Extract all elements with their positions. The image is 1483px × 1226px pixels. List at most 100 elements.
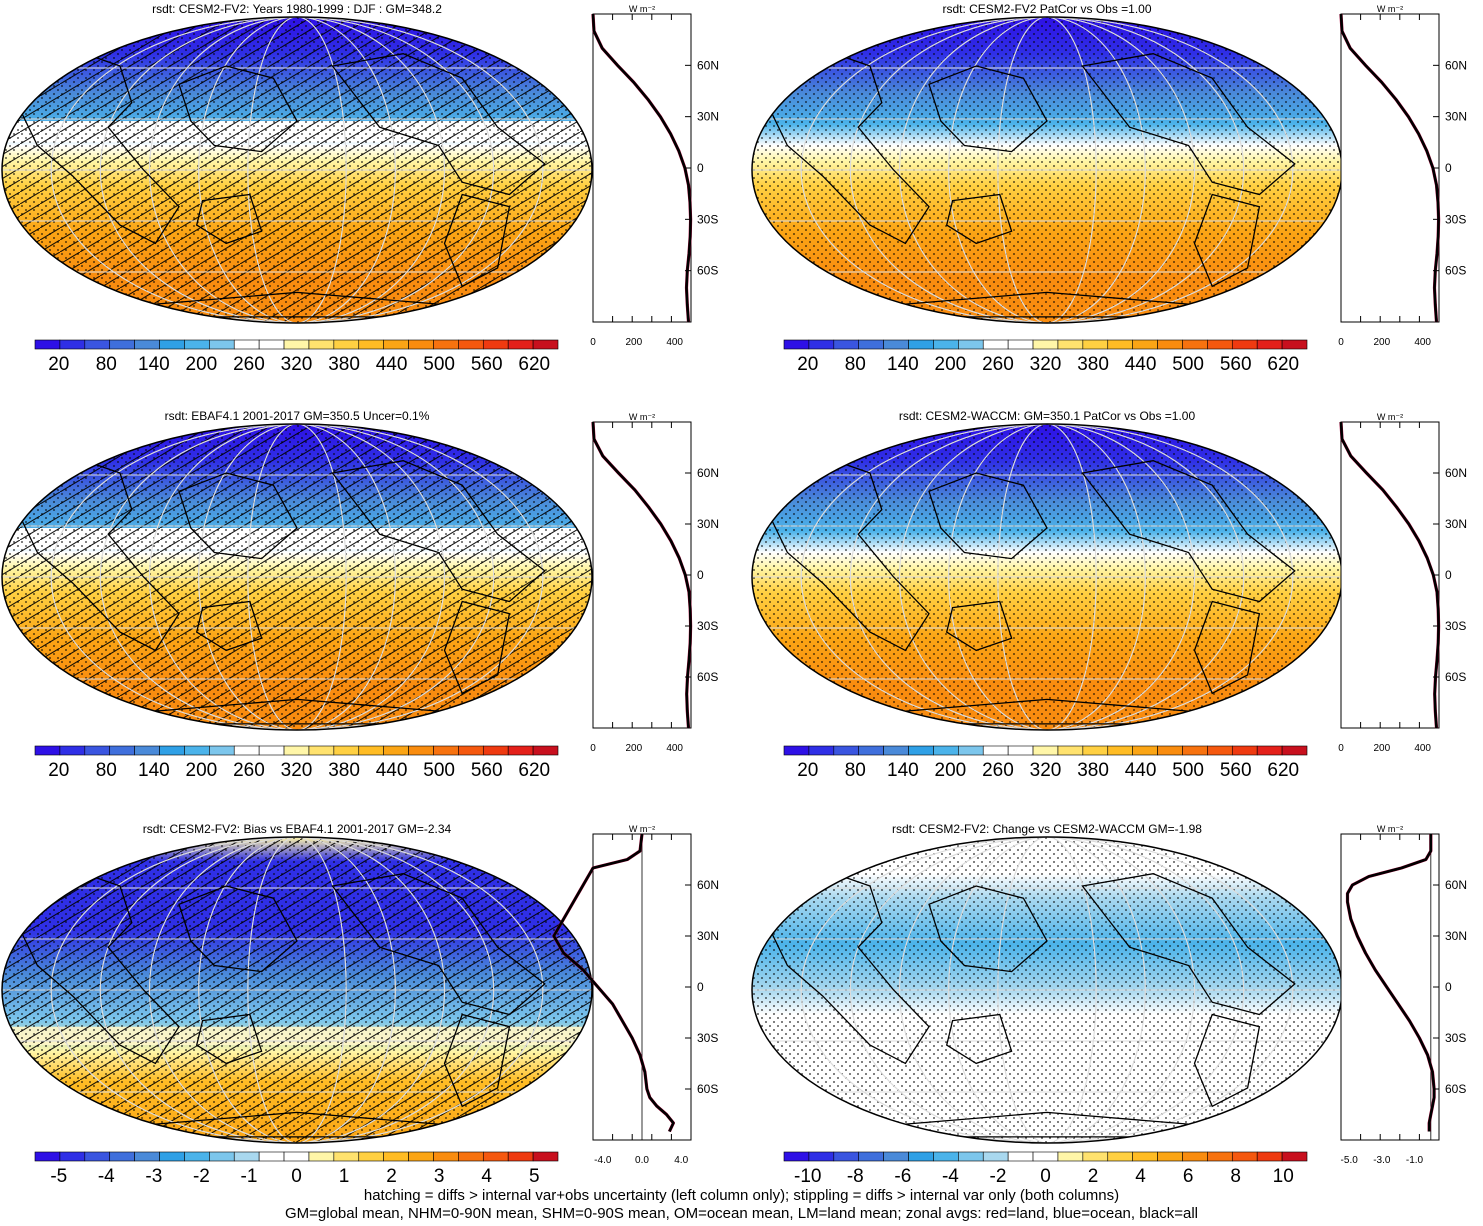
- colorbar-swatch: [109, 339, 135, 350]
- colorbar-swatch: [933, 339, 959, 350]
- colorbar-swatch: [458, 339, 484, 350]
- colorbar-tick-label: 200: [186, 760, 218, 781]
- graticule-lon: [899, 17, 1195, 323]
- colorbar-swatch: [1157, 1151, 1183, 1162]
- colorbar-swatch: [109, 1151, 135, 1162]
- continent-outline: [1081, 873, 1296, 1016]
- graticule-lon: [997, 837, 1097, 1143]
- colorbar-swatch: [1231, 745, 1258, 756]
- profile-x-label: 200: [625, 743, 642, 754]
- colorbar-swatch: [59, 1151, 86, 1162]
- colorbar-swatch: [783, 1151, 810, 1162]
- colorbar-2: 20 80 140 200 260 320 380 440 500 560 620: [783, 339, 1308, 375]
- colorbar-swatch: [783, 339, 810, 350]
- colorbar-swatch: [1107, 745, 1133, 756]
- colorbar-tick-label: 0: [1040, 1166, 1051, 1187]
- colorbar-swatch: [408, 1151, 434, 1162]
- footer-line-1: hatching = diffs > internal var+obs unce…: [363, 1187, 1120, 1204]
- colorbar-3: 20 80 140 200 260 320 380 440 500 560 620: [34, 745, 559, 781]
- graticule-lon: [198, 837, 396, 1143]
- colorbar-swatch: [1207, 1151, 1233, 1162]
- continent-outline: [195, 600, 263, 652]
- colorbar-swatch: [908, 1151, 934, 1162]
- colorbar-swatch: [209, 745, 235, 756]
- colorbar-swatch: [358, 1151, 384, 1162]
- continent-outline: [768, 873, 930, 1065]
- colorbar-swatch: [1182, 1151, 1208, 1162]
- colorbar-swatch: [333, 745, 360, 756]
- colorbar-swatch: [1082, 339, 1109, 350]
- colorbar-tick-label: 260: [982, 760, 1014, 781]
- colorbar-swatch: [358, 745, 384, 756]
- colorbar-swatch: [84, 339, 111, 350]
- colorbar-swatch: [982, 1151, 1009, 1162]
- zonal-profile-5: 60N 30N 0 30S 60S -4.0 0.0 4.0 W m⁻²: [552, 824, 719, 1166]
- profile-lat-label: 0: [1445, 161, 1452, 175]
- graticule-lon: [50, 424, 544, 730]
- colorbar-tick-label: 200: [935, 760, 967, 781]
- profile-curve-all: [1346, 834, 1436, 1132]
- graticule-lon: [849, 17, 1245, 323]
- colorbar-swatch: [433, 1151, 459, 1162]
- profile-lat-label: 0: [697, 980, 704, 994]
- profile-frame: [592, 421, 692, 729]
- colorbar-swatch: [808, 745, 835, 756]
- colorbar-swatch: [532, 339, 559, 350]
- graticule-lon: [247, 424, 347, 730]
- colorbar-tick-label: 2: [386, 1166, 397, 1187]
- map-panel-3: rsdt: EBAF4.1 2001-2017 GM=350.5 Uncer=0…: [1, 409, 593, 731]
- colorbar-swatch: [184, 745, 210, 756]
- colorbar-swatch: [134, 339, 160, 350]
- map-panel-4: rsdt: CESM2-WACCM: GM=350.1 PatCor vs Ob…: [751, 409, 1343, 731]
- map-title: rsdt: CESM2-WACCM: GM=350.1 PatCor vs Ob…: [899, 409, 1196, 423]
- colorbar-swatch: [858, 745, 884, 756]
- continent-outline: [178, 65, 298, 153]
- profile-lat-label: 60N: [697, 466, 719, 480]
- colorbar-tick-label: 4: [1135, 1166, 1146, 1187]
- colorbar-swatch: [433, 339, 459, 350]
- continent-outline: [928, 65, 1048, 153]
- profile-lat-label: 30N: [1445, 517, 1467, 531]
- colorbar-swatch: [283, 339, 310, 350]
- colorbar-swatch: [933, 745, 959, 756]
- colorbar-swatch: [1007, 1151, 1034, 1162]
- continent-outline: [1193, 600, 1261, 695]
- colorbar-swatch: [358, 339, 384, 350]
- profile-lat-label: 60S: [697, 670, 718, 684]
- profile-x-label: -1.0: [1406, 1155, 1424, 1166]
- colorbar-tick-label: -1: [241, 1166, 258, 1187]
- colorbar-swatch: [908, 745, 934, 756]
- colorbar-swatch: [233, 745, 260, 756]
- colorbar-swatch: [283, 745, 310, 756]
- colorbar-swatch: [258, 339, 285, 350]
- colorbar-swatch: [1132, 339, 1158, 350]
- graticule-lon: [997, 17, 1097, 323]
- colorbar-swatch: [184, 339, 210, 350]
- colorbar-tick-label: -3: [145, 1166, 162, 1187]
- colorbar-tick-label: 0: [291, 1166, 302, 1187]
- colorbar-tick-label: -2: [990, 1166, 1007, 1187]
- colorbar-swatch: [1032, 339, 1059, 350]
- graticule-lon: [800, 424, 1294, 730]
- colorbar-swatch: [858, 1151, 884, 1162]
- colorbar-tick-label: 140: [138, 760, 170, 781]
- profile-lat-label: 30S: [1445, 619, 1466, 633]
- graticule-lon: [800, 17, 1294, 323]
- colorbar-tick-label: 440: [1125, 354, 1157, 375]
- colorbar-tick-label: 320: [281, 354, 313, 375]
- map-title: rsdt: CESM2-FV2: Change vs CESM2-WACCM G…: [892, 822, 1202, 836]
- colorbar-tick-label: 440: [1125, 760, 1157, 781]
- continent-outline: [1193, 193, 1261, 288]
- continent-outline: [443, 1013, 511, 1108]
- zonal-profile-4: 60N 30N 0 30S 60S 0 200 400 W m⁻²: [1338, 412, 1467, 754]
- graticule-lon: [247, 17, 347, 323]
- colorbar-swatch: [482, 339, 509, 350]
- colorbar-swatch: [507, 339, 534, 350]
- graticule-lon: [997, 424, 1097, 730]
- colorbar-tick-label: 380: [1077, 354, 1109, 375]
- colorbar-tick-label: 260: [233, 760, 265, 781]
- colorbar-swatch: [1007, 745, 1034, 756]
- colorbar-tick-label: 140: [887, 354, 919, 375]
- zonal-profile-3: 60N 30N 0 30S 60S 0 200 400 W m⁻²: [590, 412, 719, 754]
- colorbar-tick-label: 620: [518, 354, 550, 375]
